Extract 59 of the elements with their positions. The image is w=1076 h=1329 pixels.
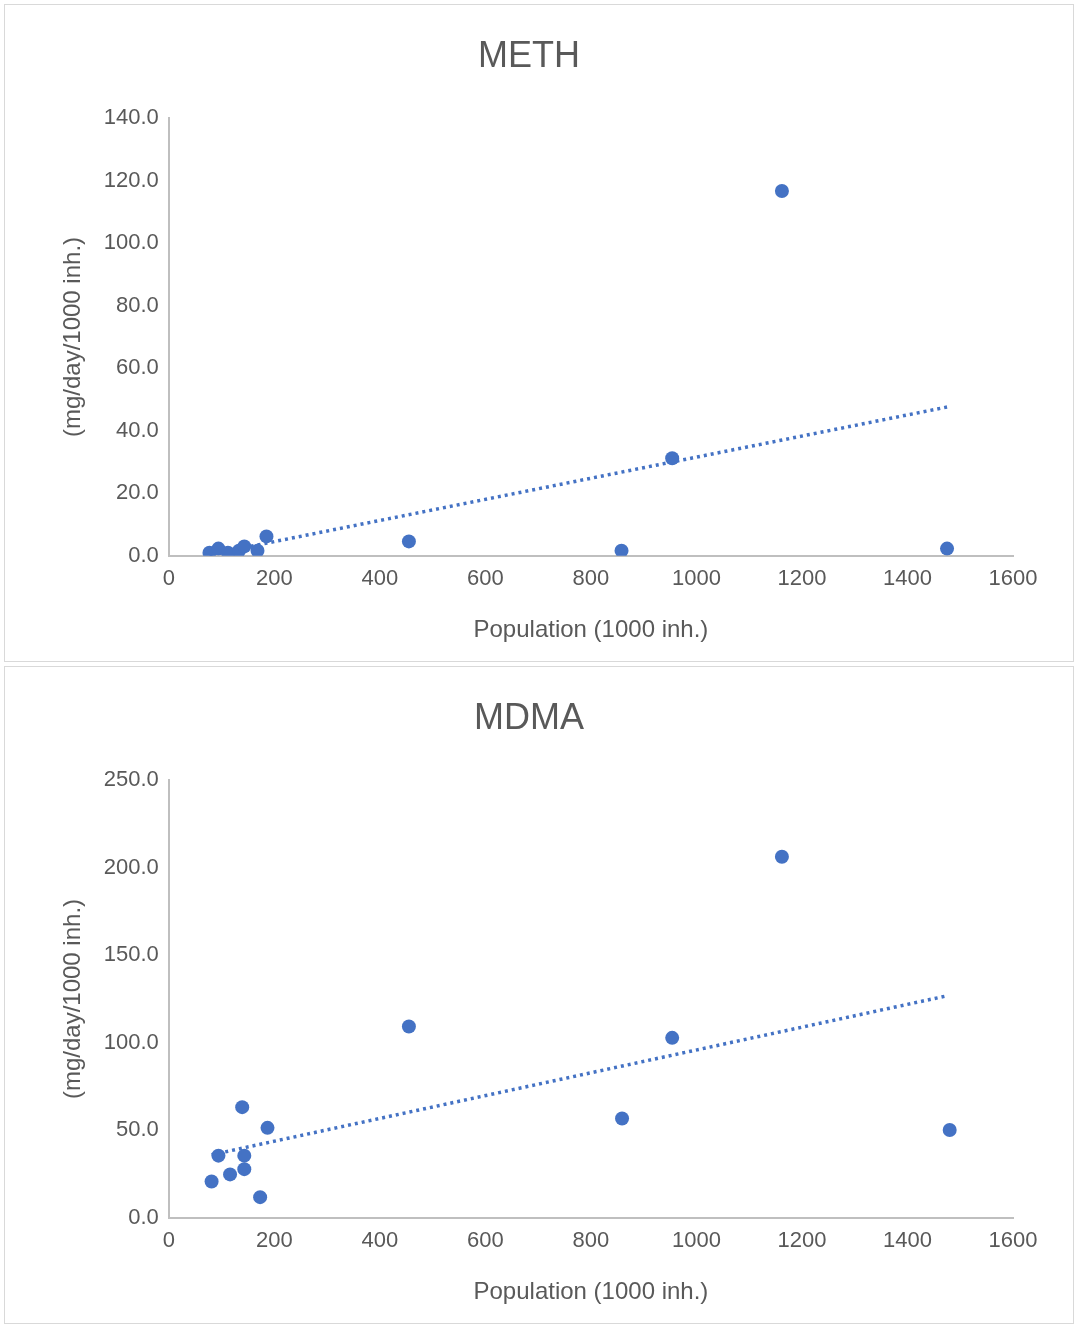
x-tick-label: 800 — [572, 565, 610, 591]
y-tick-label: 20.0 — [116, 479, 159, 505]
x-tick-label: 1200 — [777, 1227, 827, 1253]
point — [250, 543, 265, 556]
x-tick-label: 1600 — [988, 1227, 1038, 1253]
x-tick-label: 600 — [467, 1227, 504, 1253]
y-tick-label: 100.0 — [103, 229, 159, 255]
point — [614, 543, 629, 556]
x-tick-label: 0 — [162, 565, 175, 591]
y-tick-label: 140.0 — [103, 104, 159, 130]
point — [774, 184, 789, 199]
point — [260, 1120, 275, 1135]
y-tick-label: 120.0 — [103, 166, 159, 192]
point — [774, 849, 789, 864]
x-tick-label: 0 — [162, 1227, 175, 1253]
x-tick-label: 600 — [467, 565, 504, 591]
y-axis-title: (mg/day/1000 inh.) — [58, 236, 86, 438]
y-tick-label: 150.0 — [103, 941, 159, 967]
point — [615, 1111, 630, 1126]
x-tick-label: 1400 — [883, 1227, 932, 1253]
chart-title: METH — [478, 33, 580, 75]
point — [204, 1174, 219, 1189]
y-tick-label: 250.0 — [103, 766, 159, 792]
point — [237, 539, 252, 554]
x-tick-label: 1200 — [777, 565, 827, 591]
x-axis-title: Population (1000 inh.) — [473, 615, 709, 643]
x-tick-label: 400 — [361, 565, 399, 591]
x-tick-label: 1600 — [988, 565, 1038, 591]
x-tick-label: 200 — [256, 1227, 293, 1253]
y-tick-label: 0.0 — [128, 1203, 159, 1229]
x-tick-label: 200 — [256, 565, 293, 591]
point — [942, 1122, 957, 1137]
y-tick-label: 80.0 — [116, 291, 159, 317]
y-tick-label: 60.0 — [116, 354, 159, 380]
y-axis-title: (mg/day/1000 inh.) — [58, 898, 86, 1100]
point — [223, 1167, 238, 1182]
x-tick-label: 1000 — [671, 1227, 721, 1253]
point — [259, 529, 274, 544]
x-tick-label: 1000 — [671, 565, 721, 591]
point — [940, 541, 955, 556]
point — [235, 1100, 250, 1115]
y-tick-label: 100.0 — [103, 1028, 159, 1054]
point — [211, 1148, 226, 1163]
point — [237, 1162, 252, 1177]
y-tick-label: 0.0 — [128, 541, 159, 567]
point — [665, 1030, 680, 1045]
x-tick-label: 400 — [361, 1227, 399, 1253]
chart-title: MDMA — [474, 695, 584, 737]
point — [401, 534, 416, 549]
y-tick-label: 200.0 — [103, 853, 159, 879]
y-tick-label: 50.0 — [116, 1116, 159, 1142]
point — [401, 1019, 416, 1034]
point — [665, 451, 680, 466]
point — [237, 1148, 252, 1163]
x-tick-label: 800 — [572, 1227, 610, 1253]
y-tick-label: 40.0 — [116, 416, 159, 442]
x-tick-label: 1400 — [883, 565, 932, 591]
point — [253, 1190, 268, 1205]
x-axis-title: Population (1000 inh.) — [473, 1277, 709, 1305]
